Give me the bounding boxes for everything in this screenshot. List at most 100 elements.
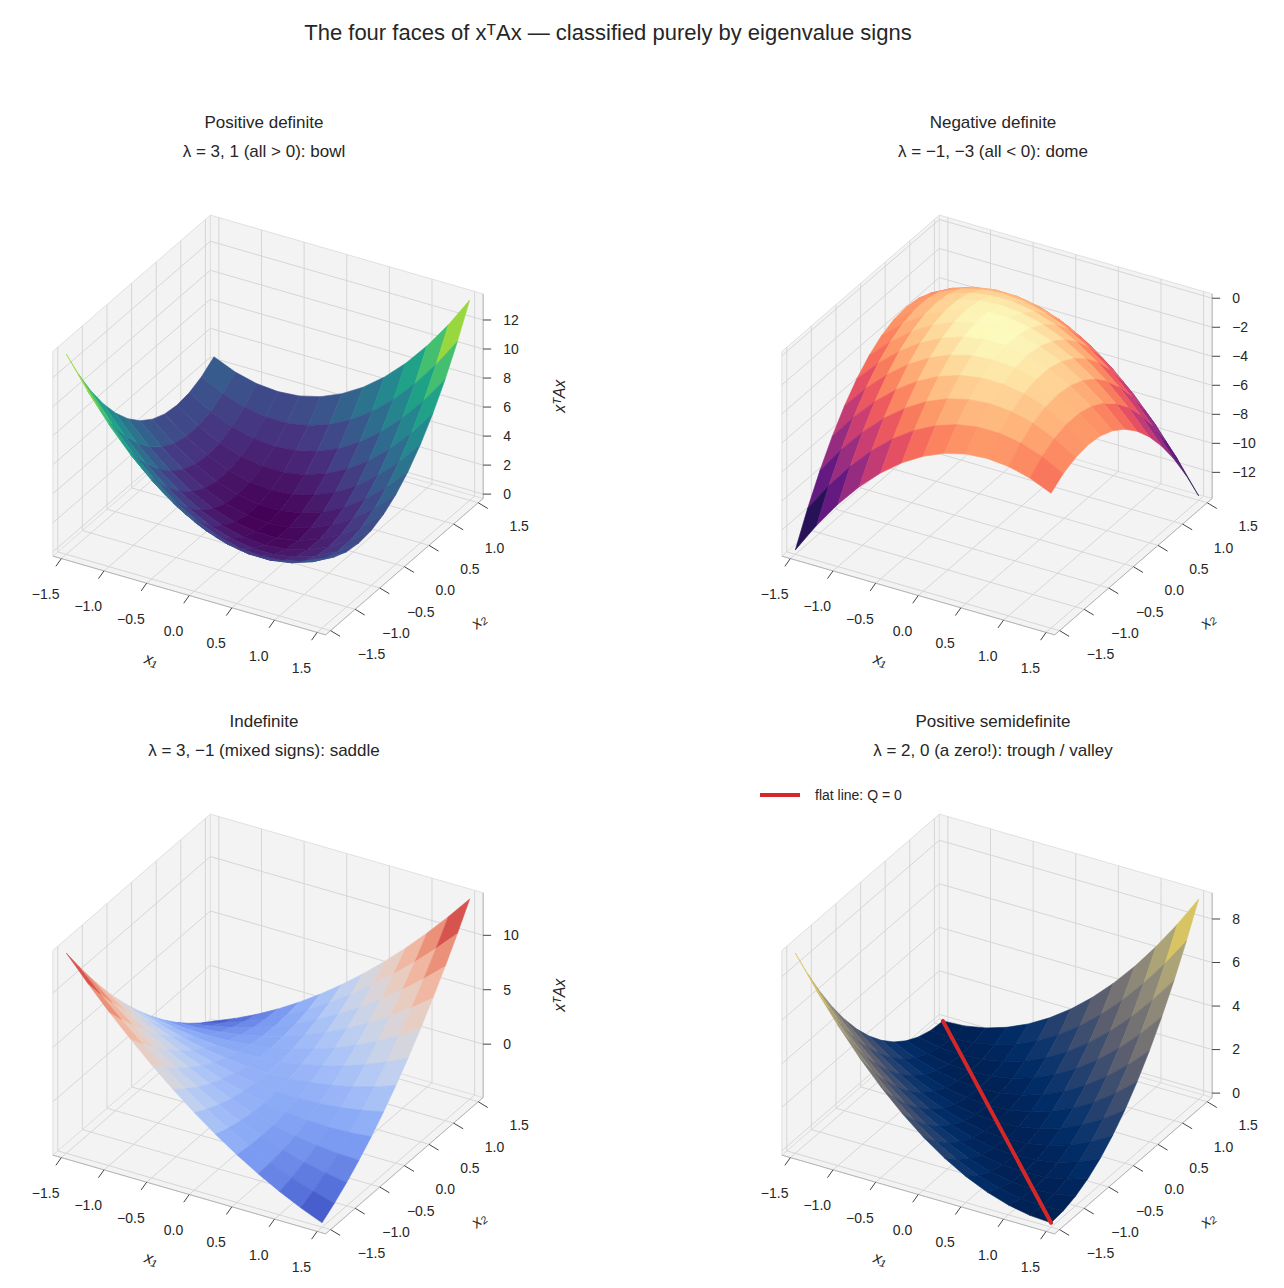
z-tick-label: 0 bbox=[503, 1036, 511, 1052]
surface-patch bbox=[387, 444, 421, 487]
y-tick-label: 0.0 bbox=[436, 582, 456, 598]
grid-line bbox=[885, 467, 1158, 546]
y-tick-label: 1.5 bbox=[1238, 1117, 1258, 1133]
grid-line bbox=[835, 904, 836, 1109]
grid-line bbox=[274, 1083, 432, 1219]
z-tick-label: 10 bbox=[503, 341, 519, 357]
z-tick-label: −8 bbox=[1232, 406, 1248, 422]
surface-patch bbox=[112, 424, 146, 463]
panes bbox=[53, 814, 483, 1234]
y-axis-line bbox=[326, 1097, 484, 1233]
grid-line bbox=[939, 884, 1212, 963]
y-axis-line bbox=[1055, 498, 1213, 634]
y-tick-label: 0.0 bbox=[1165, 582, 1185, 598]
grid-line bbox=[782, 884, 940, 1020]
y-tick bbox=[1133, 1166, 1143, 1172]
grid-line bbox=[57, 347, 58, 552]
z-axis-title: xᵀAx bbox=[551, 379, 568, 414]
surface-patch bbox=[387, 1029, 421, 1062]
panel-title: Positive semidefinite bbox=[916, 712, 1071, 731]
panel-title: Indefinite bbox=[230, 712, 299, 731]
grid-line bbox=[58, 552, 331, 631]
y-tick-label: −0.5 bbox=[1136, 1203, 1164, 1219]
surface-patch bbox=[91, 391, 125, 435]
surface-patch bbox=[176, 502, 210, 525]
z-axis-line bbox=[1212, 893, 1213, 1098]
panes bbox=[53, 215, 483, 635]
grid bbox=[53, 218, 483, 633]
x-tick bbox=[226, 1207, 232, 1215]
z-tick bbox=[483, 378, 491, 379]
grid-line bbox=[787, 552, 1060, 631]
x-tick-label: −1.0 bbox=[74, 1197, 102, 1213]
surface-patch bbox=[795, 953, 829, 1008]
x-tick bbox=[141, 1182, 147, 1190]
panel-subtitle: λ = 2, 0 (a zero!): trough / valley bbox=[873, 741, 1113, 760]
x-tick bbox=[913, 1194, 919, 1202]
z-tick bbox=[483, 436, 491, 437]
y-tick bbox=[1158, 545, 1168, 551]
grid-line bbox=[934, 424, 1207, 503]
z-tick-label: −12 bbox=[1232, 464, 1256, 480]
y-tick-label: 1.5 bbox=[509, 1117, 529, 1133]
y-tick-label: −1.5 bbox=[1087, 1245, 1115, 1261]
y-tick bbox=[1133, 567, 1143, 573]
y-tick-label: −1.0 bbox=[382, 1224, 410, 1240]
grid-line bbox=[782, 394, 940, 530]
grid-line bbox=[1160, 279, 1161, 484]
y-tick bbox=[1084, 609, 1094, 615]
grid-line bbox=[57, 946, 58, 1151]
grid-line bbox=[786, 946, 787, 1151]
surface-patch bbox=[859, 1057, 893, 1096]
z-tick bbox=[1212, 918, 1220, 919]
axes: −1.5−1.0−0.50.00.51.01.5−1.5−1.0−0.50.00… bbox=[761, 290, 1258, 676]
surface-patch bbox=[206, 531, 240, 548]
grid-line bbox=[210, 241, 483, 320]
surface bbox=[66, 300, 469, 563]
y-tick-label: −1.5 bbox=[1087, 646, 1115, 662]
y-tick bbox=[454, 1123, 464, 1129]
x-tick-label: 1.0 bbox=[978, 1247, 998, 1263]
z-tick-label: 0 bbox=[503, 486, 511, 502]
y-tick-label: −0.5 bbox=[407, 604, 435, 620]
x-tick-label: 0.5 bbox=[935, 1234, 955, 1250]
x-tick bbox=[827, 1170, 833, 1178]
z-tick bbox=[1212, 414, 1220, 415]
pane bbox=[53, 215, 211, 556]
z-tick-label: 6 bbox=[1232, 954, 1240, 970]
y-tick-label: −0.5 bbox=[407, 1203, 435, 1219]
y-axis-title: x₂ bbox=[1196, 610, 1219, 633]
surface-patch bbox=[155, 480, 189, 508]
x-tick-label: 1.0 bbox=[249, 1247, 269, 1263]
x-tick bbox=[955, 608, 961, 616]
x-tick bbox=[269, 620, 275, 628]
surface-patch bbox=[66, 354, 100, 409]
surface-patch bbox=[325, 543, 359, 558]
z-tick bbox=[1212, 443, 1220, 444]
z-tick bbox=[1212, 356, 1220, 357]
z-tick-label: 0 bbox=[1232, 1085, 1240, 1101]
figure-title: The four faces of xᵀAx — classified pure… bbox=[304, 20, 911, 45]
grid-line bbox=[53, 357, 211, 493]
pane bbox=[782, 215, 940, 556]
z-tick bbox=[483, 989, 491, 990]
z-axis-title: xᵀAx bbox=[551, 978, 568, 1013]
y-tick bbox=[1207, 1102, 1217, 1108]
x-tick bbox=[785, 559, 791, 567]
plot-area bbox=[795, 899, 1198, 1223]
panel-subtitle: λ = −1, −3 (all < 0): dome bbox=[898, 142, 1088, 161]
grid-line bbox=[782, 1014, 940, 1150]
x-tick bbox=[98, 1170, 104, 1178]
surface-patch bbox=[130, 1039, 164, 1067]
y-tick-label: 0.5 bbox=[1189, 561, 1209, 577]
y-tick bbox=[331, 1230, 341, 1236]
grid bbox=[782, 817, 1212, 1232]
grid-line bbox=[947, 817, 948, 1022]
z-tick bbox=[483, 935, 491, 936]
surface-patch bbox=[820, 992, 854, 1036]
x-tick-label: 0.0 bbox=[893, 1222, 913, 1238]
z-tick-label: 10 bbox=[503, 927, 519, 943]
surface-patch bbox=[301, 557, 335, 562]
panes bbox=[782, 215, 1212, 635]
z-tick-label: −10 bbox=[1232, 435, 1256, 451]
